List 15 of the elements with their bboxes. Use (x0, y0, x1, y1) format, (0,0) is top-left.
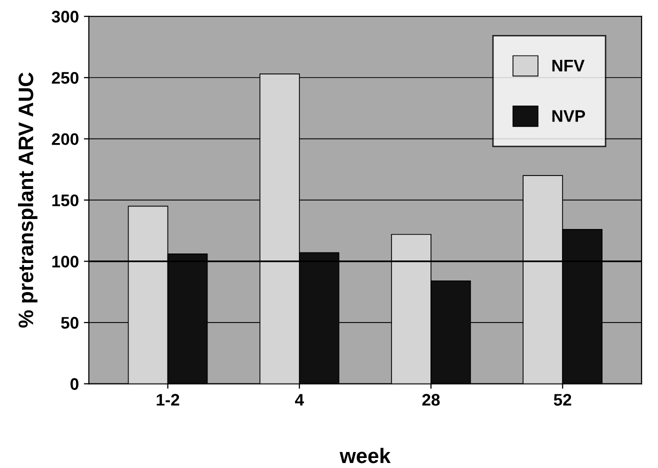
legend-label: NFV (552, 60, 585, 72)
y-tick-label: 150 (52, 194, 78, 206)
y-tick-label: 100 (52, 256, 78, 268)
y-tick-label: 0 (70, 378, 78, 390)
y-tick-label: 300 (52, 10, 78, 23)
y-tick-label: 250 (52, 72, 78, 84)
x-tick-label: 1-2 (156, 394, 180, 406)
y-tick-label: 50 (61, 316, 78, 329)
x-tick-label: 4 (295, 394, 304, 406)
legend-label: NVP (552, 110, 586, 122)
x-tick-label: 52 (554, 394, 572, 406)
y-tick-label: 200 (52, 133, 78, 146)
x-axis-title: week (340, 448, 391, 464)
x-tick-label: 28 (422, 394, 440, 406)
y-axis-title: % pretransplant ARV AUC (18, 72, 38, 328)
